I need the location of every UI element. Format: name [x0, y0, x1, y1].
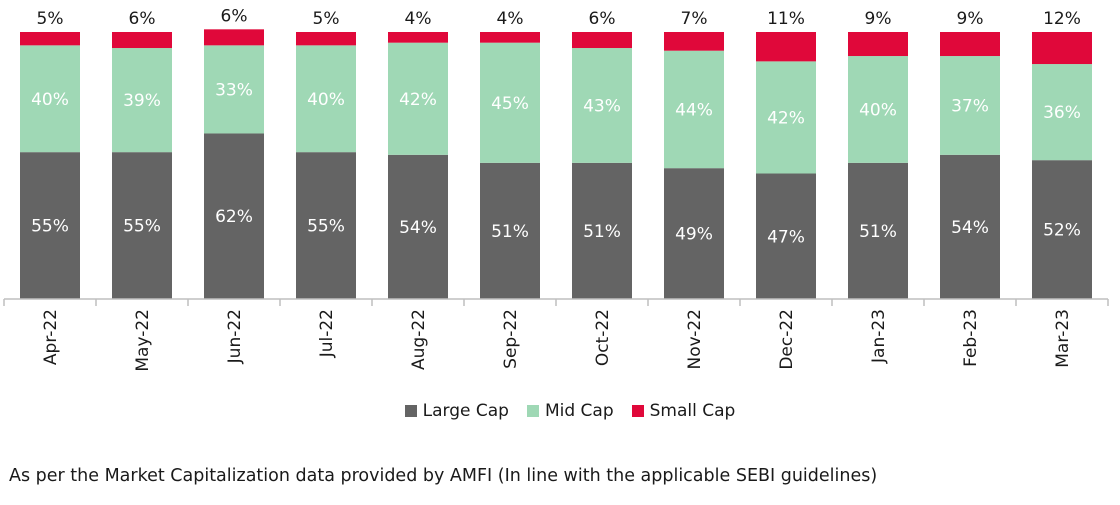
bar-segment-mid-cap-nov-22	[664, 50, 724, 169]
x-tick-label-sep-22: Sep-22	[501, 309, 521, 369]
bar-segment-small-cap-aug-22	[388, 32, 448, 43]
bar-segment-large-cap-apr-22	[20, 152, 80, 299]
bar-segment-large-cap-oct-22	[572, 162, 632, 299]
x-tick-label-may-22: May-22	[133, 309, 153, 372]
bar-segment-large-cap-mar-23	[1032, 160, 1092, 299]
data-label-small-cap-sep-22: 4%	[497, 9, 524, 29]
bar-segment-small-cap-may-22	[112, 32, 172, 49]
data-label-large-cap-feb-23: 54%	[951, 218, 989, 238]
data-label-mid-cap-may-22: 39%	[123, 91, 161, 111]
data-label-small-cap-mar-23: 12%	[1043, 9, 1081, 29]
bars-layer	[20, 29, 1092, 299]
bar-segment-large-cap-may-22	[112, 152, 172, 299]
x-tick-label-jul-22: Jul-22	[317, 309, 337, 358]
data-label-large-cap-oct-22: 51%	[583, 222, 621, 242]
bar-segment-small-cap-jun-22	[204, 29, 264, 46]
bar-segment-large-cap-jul-22	[296, 152, 356, 299]
x-tick-label-aug-22: Aug-22	[409, 309, 429, 370]
bar-segment-large-cap-aug-22	[388, 154, 448, 299]
data-label-small-cap-jul-22: 5%	[313, 9, 340, 29]
bar-segment-large-cap-jun-22	[204, 133, 264, 299]
x-axis: Apr-22 May-22 Jun-22 Jul-22 Aug-22 Sep-22 Oct-…	[3, 298, 1109, 372]
legend-swatch-small-cap	[631, 405, 644, 417]
data-label-large-cap-nov-22: 49%	[675, 225, 713, 245]
legend-swatch-mid-cap	[526, 405, 539, 417]
legend-label-large-cap: Large Cap	[422, 401, 509, 421]
data-label-large-cap-jun-22: 62%	[215, 207, 253, 227]
data-label-small-cap-jun-22: 6%	[221, 6, 248, 26]
data-label-large-cap-sep-22: 51%	[491, 222, 529, 242]
bar-segment-mid-cap-jun-22	[204, 45, 264, 134]
bar-segment-small-cap-apr-22	[20, 32, 80, 46]
bar-segment-mid-cap-apr-22	[20, 45, 80, 153]
stacked-bar-chart: 55% 40% 5% 55% 39% 6% 62% 33% 6% 55% 40% 5% 54% 42% 4%…	[3, 6, 1109, 372]
bar-segment-mid-cap-sep-22	[480, 42, 540, 163]
data-label-mid-cap-aug-22: 42%	[399, 90, 437, 110]
data-label-small-cap-apr-22: 5%	[37, 9, 64, 29]
legend-item-small-cap: Small Cap	[631, 401, 736, 421]
x-tick-label-nov-22: Nov-22	[685, 309, 705, 370]
bar-segment-small-cap-jan-23	[848, 32, 908, 57]
data-label-large-cap-mar-23: 52%	[1043, 221, 1081, 241]
bar-segment-small-cap-sep-22	[480, 32, 540, 43]
data-label-small-cap-nov-22: 7%	[681, 9, 708, 29]
data-label-small-cap-jan-23: 9%	[865, 9, 892, 29]
data-label-mid-cap-oct-22: 43%	[583, 96, 621, 116]
bar-segment-mid-cap-feb-23	[940, 56, 1000, 155]
data-label-large-cap-aug-22: 54%	[399, 218, 437, 238]
data-label-mid-cap-jun-22: 33%	[215, 80, 253, 100]
bar-segment-small-cap-dec-22	[756, 32, 816, 62]
data-label-large-cap-may-22: 55%	[123, 217, 161, 237]
data-label-small-cap-oct-22: 6%	[589, 9, 616, 29]
data-label-large-cap-jul-22: 55%	[307, 217, 345, 237]
x-tick-label-apr-22: Apr-22	[41, 309, 61, 365]
legend-swatch-large-cap	[404, 405, 417, 417]
bar-segment-large-cap-nov-22	[664, 168, 724, 299]
data-label-mid-cap-feb-23: 37%	[951, 96, 989, 116]
bar-segment-mid-cap-dec-22	[756, 61, 816, 174]
legend-item-mid-cap: Mid Cap	[526, 401, 614, 421]
data-label-small-cap-may-22: 6%	[129, 9, 156, 29]
data-label-mid-cap-dec-22: 42%	[767, 108, 805, 128]
x-tick-label-jun-22: Jun-22	[225, 309, 245, 364]
bar-segment-small-cap-nov-22	[664, 32, 724, 51]
data-label-mid-cap-mar-23: 36%	[1043, 103, 1081, 123]
bar-segment-small-cap-oct-22	[572, 32, 632, 49]
data-labels-layer: 55% 40% 5% 55% 39% 6% 62% 33% 6% 55% 40% 5% 54% 42% 4%…	[31, 6, 1081, 247]
data-label-small-cap-aug-22: 4%	[405, 9, 432, 29]
bar-segment-mid-cap-may-22	[112, 48, 172, 153]
data-label-large-cap-apr-22: 55%	[31, 217, 69, 237]
bar-segment-mid-cap-jan-23	[848, 56, 908, 163]
legend: Large Cap Mid Cap Small Cap	[0, 401, 1120, 421]
data-label-mid-cap-jul-22: 40%	[307, 90, 345, 110]
legend-label-mid-cap: Mid Cap	[544, 401, 614, 421]
bar-segment-mid-cap-aug-22	[388, 42, 448, 155]
bar-segment-large-cap-sep-22	[480, 162, 540, 299]
bar-segment-mid-cap-jul-22	[296, 45, 356, 153]
legend-label-small-cap: Small Cap	[649, 401, 736, 421]
x-tick-label-dec-22: Dec-22	[777, 309, 797, 370]
data-label-large-cap-jan-23: 51%	[859, 222, 897, 242]
data-label-small-cap-dec-22: 11%	[767, 9, 805, 29]
data-label-mid-cap-nov-22: 44%	[675, 100, 713, 120]
bar-segment-small-cap-jul-22	[296, 32, 356, 46]
bar-segment-mid-cap-mar-23	[1032, 64, 1092, 161]
legend-item-large-cap: Large Cap	[404, 401, 509, 421]
data-label-large-cap-dec-22: 47%	[767, 227, 805, 247]
x-tick-label-oct-22: Oct-22	[593, 309, 613, 366]
bar-segment-large-cap-feb-23	[940, 154, 1000, 299]
bar-segment-small-cap-feb-23	[940, 32, 1000, 57]
x-tick-label-feb-23: Feb-23	[961, 309, 981, 367]
x-tick-label-jan-23: Jan-23	[869, 309, 889, 364]
bar-segment-large-cap-dec-22	[756, 173, 816, 299]
bar-segment-large-cap-jan-23	[848, 162, 908, 299]
data-label-small-cap-feb-23: 9%	[957, 9, 984, 29]
bar-segment-small-cap-mar-23	[1032, 32, 1092, 65]
bar-segment-mid-cap-oct-22	[572, 48, 632, 163]
data-label-mid-cap-sep-22: 45%	[491, 94, 529, 114]
x-tick-label-mar-23: Mar-23	[1053, 309, 1073, 368]
footnote: As per the Market Capitalization data pr…	[9, 466, 878, 486]
data-label-mid-cap-jan-23: 40%	[859, 100, 897, 120]
data-label-mid-cap-apr-22: 40%	[31, 90, 69, 110]
